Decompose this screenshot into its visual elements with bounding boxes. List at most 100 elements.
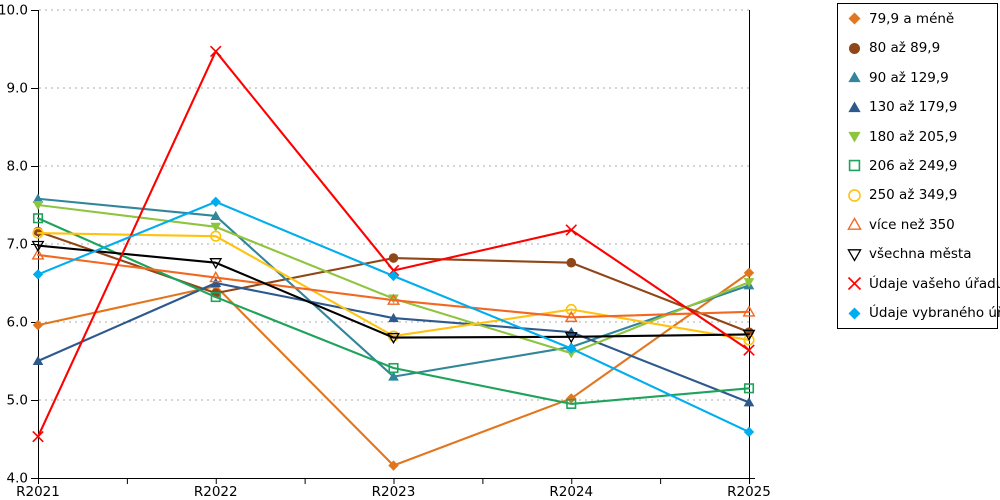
marker-diamond [388,270,399,282]
marker-triangle-down [848,131,861,143]
marker-diamond [743,426,755,438]
legend-label: 80 až 89,9 [869,40,941,57]
marker-triangle-down-open [564,332,578,344]
marker-diamond [743,267,755,279]
y-tick-label: 10.0 [0,3,28,19]
marker-diamond [848,12,861,25]
marker-triangle-up [32,355,44,366]
y-tick-label: 7.0 [7,237,28,253]
marker-triangle-up-open [564,310,578,323]
legend-label: 250 až 349,9 [869,187,958,204]
marker-triangle-down [210,222,222,233]
legend-label: všechna města [869,246,972,263]
diamond-legend-icon [848,307,861,320]
marker-circle-open [565,303,577,316]
marker-triangle-up [388,371,399,381]
diamond-legend-icon [848,12,861,25]
legend-item: Údaje vašeho úřadu [838,275,1000,292]
series-line [36,244,751,339]
marker-triangle-up-open [31,248,45,260]
marker-circle [388,253,399,263]
legend-label: 90 až 129,9 [869,69,949,86]
legend-label: 79,9 a méně [869,10,955,27]
marker-triangle-down-open [387,332,400,345]
marker-triangle-down-open [847,249,862,262]
x-tick-label: R2025 [727,484,771,500]
legend-item: Údaje vybraného úřadu [838,305,1000,322]
triangle-down-legend-icon [848,131,861,143]
legend-item: více než 350 [838,217,997,233]
marker-square-open [210,291,221,303]
legend-item: 90 až 129,9 [838,70,997,86]
marker-triangle-up [388,312,399,323]
legend-label: 180 až 205,9 [869,128,958,145]
marker-diamond [32,269,44,280]
marker-diamond [566,343,577,354]
series-line [36,253,751,319]
marker-triangle-up-open [386,293,401,305]
marker-diamond [388,460,399,471]
marker-triangle-up-open [847,217,862,231]
marker-circle-open [848,189,861,202]
x-tick-label: R2023 [372,484,416,500]
marker-triangle-up [565,326,577,337]
marker-triangle-up [210,277,222,288]
circle-legend-icon [848,42,861,54]
y-tick-label: 8.0 [7,159,28,175]
legend-item: všechna města [838,246,997,262]
marker-circle [566,257,577,268]
legend-label: Údaje vybraného úřadu [869,305,1000,322]
marker-square-open [388,362,399,374]
x-tick-label: R2021 [16,484,60,500]
y-tick-label: 9.0 [7,81,28,97]
marker-triangle-up [848,71,861,83]
legend-item: 130 až 179,9 [838,99,997,115]
marker-diamond [566,393,577,404]
legend-label: Údaje vašeho úřadu [869,275,1000,292]
triangle-up-open-legend-icon [847,217,862,231]
marker-square-open [743,383,755,394]
marker-triangle-up [32,193,44,203]
marker-x [847,277,862,291]
legend-label: 130 až 179,9 [869,99,958,116]
marker-x [743,344,755,356]
marker-circle [848,42,861,54]
y-tick-label: 4.0 [7,471,28,487]
legend-label: více než 350 [869,216,955,233]
marker-triangle-down-open [31,240,45,253]
marker-diamond [32,319,44,331]
marker-x [565,224,578,236]
legend-label: 206 až 249,9 [869,157,958,174]
circle-open-legend-icon [848,189,861,202]
marker-triangle-down-open [209,258,223,270]
marker-square-open [32,213,44,224]
marker-x [32,430,44,443]
y-tick-label: 6.0 [7,315,28,331]
marker-circle-open [32,227,44,239]
marker-square-open [848,160,861,172]
legend-item: 180 až 205,9 [838,129,997,145]
marker-triangle-down-open [742,329,756,341]
marker-triangle-up [210,210,222,220]
triangle-down-open-legend-icon [847,249,862,262]
y-tick-label: 5.0 [7,393,28,409]
legend-item: 250 až 349,9 [838,187,997,203]
marker-triangle-down [743,278,755,288]
marker-x [209,45,222,58]
marker-triangle-down [565,349,577,359]
triangle-up-legend-icon [848,71,861,83]
square-open-legend-icon [848,160,861,172]
triangle-up-legend-icon [848,101,861,112]
marker-triangle-up-open [742,305,756,317]
marker-square-open [566,398,577,409]
legend: 79,9 a méně 80 až 89,9 90 až 129,9 130 až 1… [837,3,1000,329]
marker-diamond [210,196,221,208]
marker-triangle-up [743,397,755,407]
marker-triangle-up-open [209,270,223,283]
legend-item: 80 až 89,9 [838,40,997,56]
x-legend-icon [847,277,862,291]
legend-item: 79,9 a méně [838,11,997,27]
marker-circle-open [210,230,222,242]
